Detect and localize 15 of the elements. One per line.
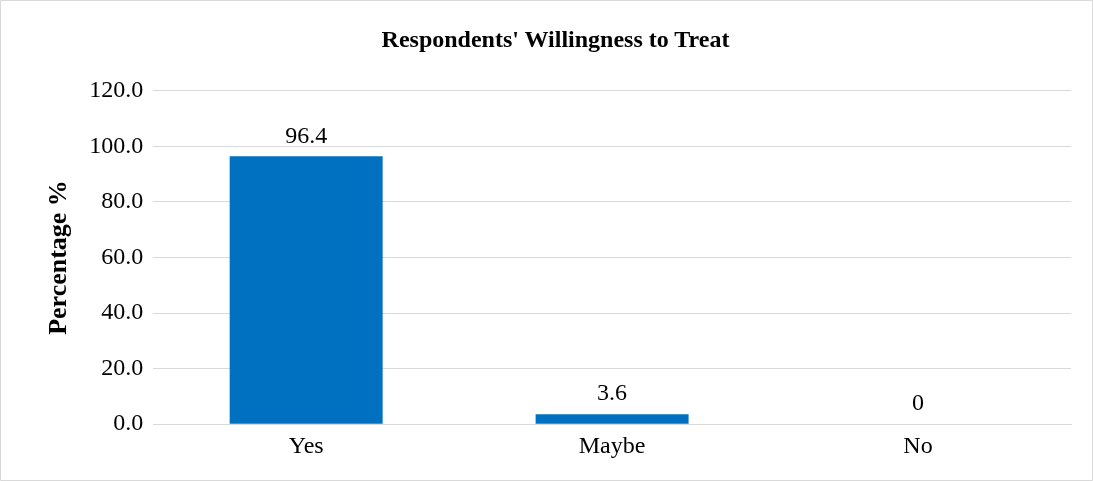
y-tick-label: 20.0 — [101, 353, 144, 380]
y-tick-label: 60.0 — [101, 242, 144, 269]
y-tick-label: 40.0 — [101, 298, 144, 325]
y-tick-label: 80.0 — [101, 187, 144, 214]
chart-title: Respondents' Willingness to Treat — [381, 25, 730, 52]
y-tick-label: 100.0 — [89, 131, 144, 158]
x-tick-label: No — [903, 431, 933, 458]
x-tick-label: Yes — [288, 431, 324, 458]
x-tick-label: Maybe — [578, 431, 646, 458]
data-label: 0 — [912, 389, 925, 416]
y-tick-label: 0.0 — [113, 409, 144, 436]
y-axis-title: Percentage % — [43, 180, 73, 335]
data-label: 96.4 — [285, 121, 328, 148]
data-label: 3.6 — [597, 379, 628, 406]
y-tick-label: 120.0 — [89, 76, 144, 103]
